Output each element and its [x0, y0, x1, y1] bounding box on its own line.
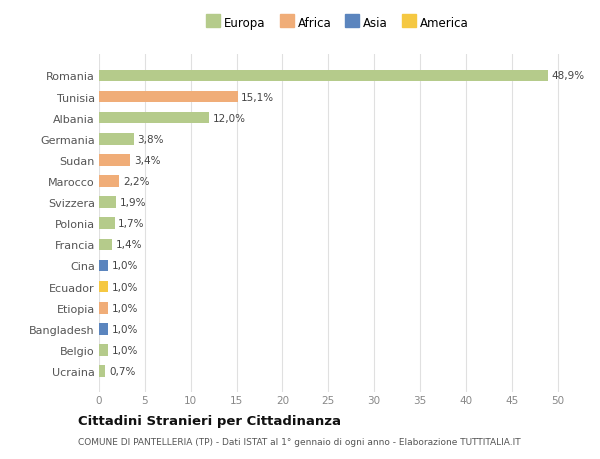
Text: Cittadini Stranieri per Cittadinanza: Cittadini Stranieri per Cittadinanza [78, 414, 341, 428]
Text: 1,4%: 1,4% [116, 240, 142, 250]
Bar [99, 70, 548, 82]
Text: 12,0%: 12,0% [213, 113, 246, 123]
Bar [99, 134, 134, 145]
Bar [99, 218, 115, 230]
Bar [99, 260, 108, 272]
Text: 3,4%: 3,4% [134, 156, 160, 166]
Bar [99, 155, 130, 166]
Text: 0,7%: 0,7% [109, 366, 136, 376]
Text: 2,2%: 2,2% [123, 177, 149, 187]
Bar [99, 344, 108, 356]
Bar [99, 281, 108, 293]
Text: 1,7%: 1,7% [118, 219, 145, 229]
Bar [99, 112, 209, 124]
Bar [99, 197, 116, 208]
Text: 1,0%: 1,0% [112, 282, 138, 292]
Text: 48,9%: 48,9% [551, 71, 584, 81]
Bar [99, 91, 238, 103]
Bar [99, 239, 112, 251]
Text: 1,0%: 1,0% [112, 345, 138, 355]
Text: 1,0%: 1,0% [112, 303, 138, 313]
Text: 1,0%: 1,0% [112, 324, 138, 334]
Bar [99, 302, 108, 314]
Legend: Europa, Africa, Asia, America: Europa, Africa, Asia, America [206, 17, 469, 30]
Bar [99, 176, 119, 187]
Bar [99, 365, 106, 377]
Bar [99, 323, 108, 335]
Text: 15,1%: 15,1% [241, 92, 274, 102]
Text: 3,8%: 3,8% [137, 134, 164, 145]
Text: 1,9%: 1,9% [120, 198, 146, 207]
Text: COMUNE DI PANTELLERIA (TP) - Dati ISTAT al 1° gennaio di ogni anno - Elaborazion: COMUNE DI PANTELLERIA (TP) - Dati ISTAT … [78, 437, 521, 446]
Text: 1,0%: 1,0% [112, 261, 138, 271]
